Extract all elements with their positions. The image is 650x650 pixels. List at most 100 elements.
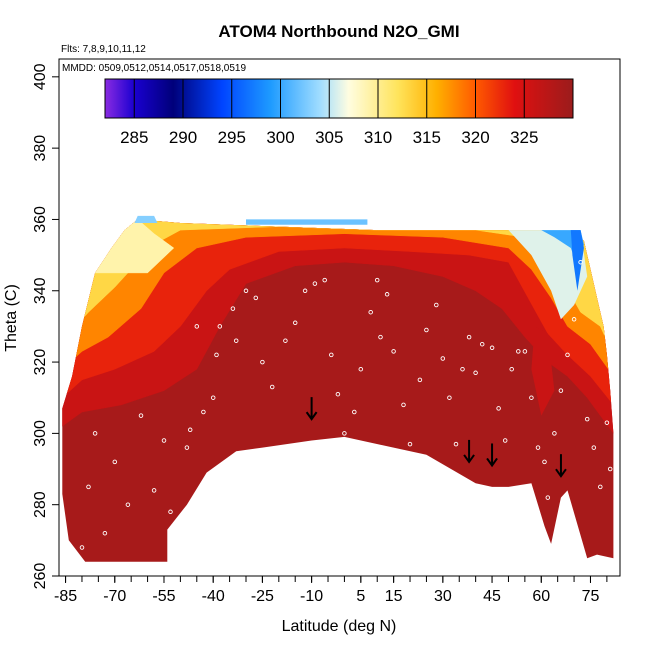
observation-point: [230, 306, 236, 311]
observation-point: [112, 459, 118, 465]
observation-point: [194, 324, 200, 329]
observation-point: [243, 288, 249, 294]
plot-frame: [58, 58, 621, 577]
field-highlight: [134, 215, 158, 223]
observation-point: [79, 545, 85, 550]
y-tick-label: 360: [32, 206, 49, 233]
y-tick-label: 280: [32, 491, 49, 518]
observation-point: [329, 352, 334, 358]
observation-point: [269, 384, 275, 390]
x-tick-label: 5: [356, 588, 365, 605]
x-tick-label: -25: [251, 588, 274, 605]
observation-point: [545, 495, 551, 500]
observation-point: [161, 438, 167, 443]
flight-arrow-head: [305, 411, 318, 421]
observation-point: [522, 349, 528, 354]
x-tick-label: -70: [103, 588, 126, 605]
observation-point: [138, 413, 144, 418]
observation-point: [447, 395, 452, 400]
observation-point: [302, 288, 308, 294]
y-tick-label: 320: [32, 349, 49, 376]
observation-point: [434, 302, 439, 308]
observation-point: [552, 431, 557, 436]
observation-point: [125, 502, 131, 507]
observation-point: [201, 409, 206, 415]
observation-point: [335, 391, 341, 397]
observation-point: [401, 402, 406, 408]
field-highlight: [508, 230, 588, 320]
observation-point: [565, 352, 570, 358]
colorbar-tick-label: 285: [120, 128, 148, 147]
observation-point: [424, 327, 429, 333]
observation-point: [260, 359, 265, 365]
flights-annotation: Flts: 7,8,9,10,11,12: [61, 44, 146, 55]
observation-point: [466, 334, 472, 340]
observation-points: [79, 259, 613, 550]
field-band: [62, 219, 614, 406]
y-tick-label: 300: [32, 420, 49, 447]
colorbar-tick-label: 300: [266, 128, 294, 147]
y-tick-label: 400: [32, 63, 49, 90]
flight-arrows: [305, 397, 567, 478]
observation-point: [322, 277, 327, 283]
observation-point: [604, 420, 610, 425]
observation-point: [502, 438, 508, 443]
colorbar-tick-label: 295: [218, 128, 246, 147]
observation-point: [233, 338, 239, 343]
observation-point: [509, 366, 514, 372]
observation-point: [253, 295, 259, 301]
observation-point: [571, 317, 577, 322]
x-axis: -85 -70 -55 -40 -25 -10 5 15 30 45 60 75: [54, 576, 608, 605]
observation-point: [440, 356, 446, 361]
observation-point: [312, 281, 318, 286]
observation-point: [358, 366, 364, 372]
flight-arrow-head: [463, 454, 475, 464]
observation-point: [168, 509, 173, 515]
field-highlight: [570, 230, 584, 291]
x-tick-label: 60: [532, 588, 550, 605]
dates-annotation: MMDD: 0509,0512,0514,0517,0518,0519: [62, 63, 246, 74]
observation-point: [187, 427, 193, 433]
colorbar-tick-label: 305: [315, 128, 343, 147]
x-tick-label: -55: [152, 588, 175, 605]
observation-point: [210, 395, 216, 400]
observation-point: [607, 466, 613, 472]
chart-title: ATOM4 Northbound N2O_GMI: [218, 22, 459, 41]
observation-point: [598, 484, 603, 490]
observation-point: [217, 324, 223, 329]
observation-point: [214, 352, 219, 358]
observation-point: [378, 334, 383, 340]
observation-point: [558, 388, 564, 393]
x-tick-label: 75: [582, 588, 600, 605]
observation-point: [496, 406, 501, 411]
colorbar-ticks: 285 290 295 300 305 310 315 320 325: [120, 79, 538, 147]
y-tick-label: 260: [32, 563, 49, 590]
observation-point: [391, 349, 396, 354]
observation-point: [86, 484, 91, 490]
observation-point: [352, 409, 357, 415]
x-tick-label: -85: [54, 588, 77, 605]
observation-point: [584, 416, 590, 422]
x-tick-label: 15: [385, 588, 403, 605]
x-tick-label: 45: [483, 588, 501, 605]
colorbar-tick-label: 320: [461, 128, 489, 147]
colorbar-gradient: [104, 78, 574, 119]
y-tick-label: 380: [32, 135, 49, 162]
observation-point: [529, 395, 534, 400]
observation-point: [479, 341, 485, 347]
observation-point: [184, 445, 190, 450]
observation-point: [151, 488, 157, 493]
colorbar-tick-label: 290: [169, 128, 197, 147]
observation-point: [489, 345, 495, 351]
field-highlight: [246, 219, 368, 225]
x-tick-label: -40: [202, 588, 225, 605]
observation-point: [453, 441, 459, 447]
field-highlight: [531, 326, 555, 416]
observation-point: [407, 441, 413, 447]
x-axis-label: Latitude (deg N): [282, 618, 397, 635]
x-tick-label: -10: [300, 588, 323, 605]
observation-point: [578, 259, 583, 265]
y-tick-label: 340: [32, 277, 49, 304]
observation-point: [516, 349, 521, 354]
